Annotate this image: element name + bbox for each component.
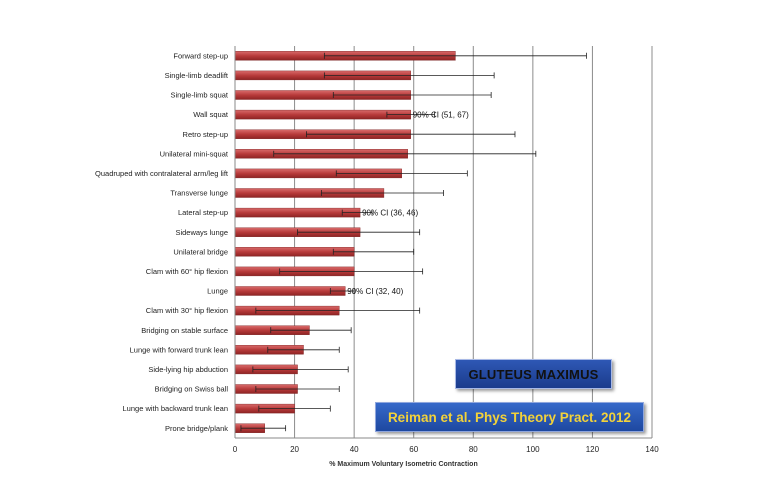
category-label: Forward step-up (173, 51, 228, 60)
category-label: Transverse lunge (170, 189, 228, 198)
category-label: Prone bridge/plank (165, 424, 228, 433)
ci-annotation: 90% CI (51, 67) (413, 111, 469, 120)
bar (234, 286, 346, 296)
bar (234, 207, 361, 218)
category-label: Bridging on Swiss ball (155, 385, 229, 394)
x-tick-label: 120 (586, 445, 600, 454)
bar (234, 109, 411, 120)
category-label: Retro step-up (183, 130, 228, 139)
category-label: Unilateral mini-squat (160, 149, 229, 158)
x-tick-label: 0 (233, 445, 238, 454)
x-tick-label: 100 (526, 445, 540, 454)
chart-title: GLUTEUS MAXIMUS (468, 366, 599, 382)
category-label: Clam with 30° hip flexion (146, 306, 228, 315)
x-tick-label: 40 (350, 445, 359, 454)
category-label: Quadruped with contralateral arm/leg lif… (95, 169, 229, 178)
ci-annotation: 90% CI (32, 40) (347, 287, 403, 296)
x-tick-label: 60 (409, 445, 418, 454)
category-label: Lateral step-up (178, 208, 228, 217)
category-label: Side-lying hip abduction (148, 365, 228, 374)
x-tick-label: 80 (469, 445, 478, 454)
category-label: Single-limb squat (170, 91, 228, 100)
citation-box: Reiman et al. Phys Theory Pract. 2012 (375, 402, 644, 432)
category-label: Lunge with forward trunk lean (130, 345, 228, 354)
error-bars (240, 52, 587, 432)
category-label: Sideways lunge (175, 228, 228, 237)
ci-annotation: 90% CI (36, 46) (362, 209, 418, 218)
category-label: Lunge (207, 287, 228, 296)
citation-text: Reiman et al. Phys Theory Pract. 2012 (387, 409, 632, 425)
x-axis-title: % Maximum Voluntary Isometric Contractio… (329, 461, 477, 468)
category-label: Lunge with backward trunk lean (123, 404, 228, 413)
category-label: Unilateral bridge (173, 247, 228, 256)
chart-title-box: GLUTEUS MAXIMUS (455, 359, 612, 389)
category-label: Clam with 60° hip flexion (146, 267, 228, 276)
category-label: Wall squat (193, 110, 229, 119)
x-tick-label: 20 (290, 445, 299, 454)
category-label: Single-limb deadlift (165, 71, 229, 80)
x-tick-label: 140 (645, 445, 659, 454)
bars (234, 51, 456, 433)
category-label: Bridging on stable surface (141, 326, 228, 335)
category-labels: Forward step-up Single-limb deadlift Singl… (95, 51, 229, 432)
x-tick-labels: 0 20 40 60 80 100 120 140 (233, 445, 659, 454)
ci-annotations: 90% CI (51, 67) 90% CI (36, 46) 90% CI (32… (347, 111, 469, 296)
